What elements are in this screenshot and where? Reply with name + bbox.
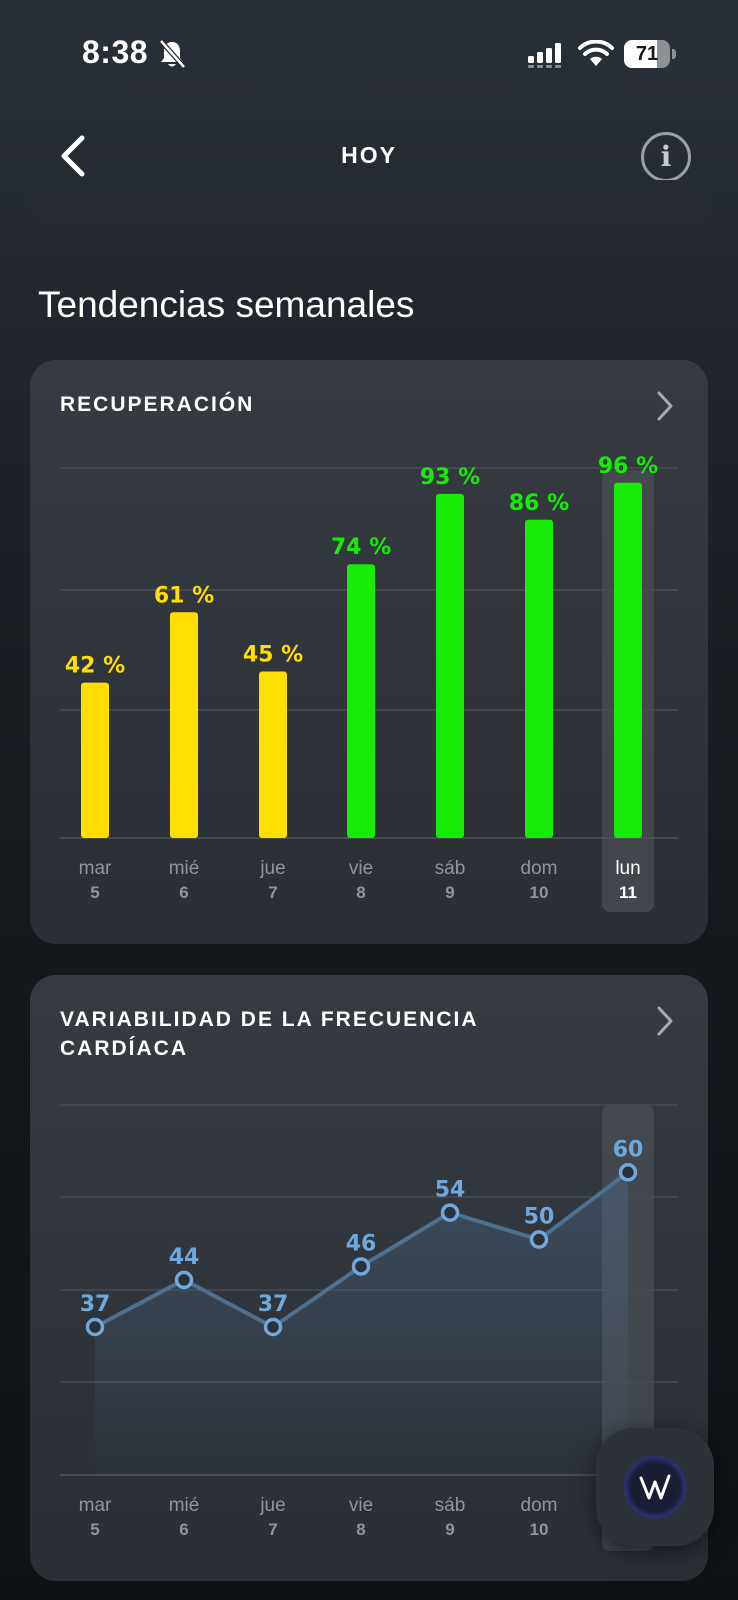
x-tick-day: lun xyxy=(615,858,640,879)
hrv-area-fill xyxy=(95,1172,628,1475)
x-tick-date: 7 xyxy=(268,1520,277,1539)
x-tick-day: dom xyxy=(521,1495,558,1516)
recovery-card[interactable]: RECUPERACIÓN 42 % mar 5 61 % mié 6 45 % jue 7 74 … xyxy=(30,360,708,944)
bar-value-label: 93 % xyxy=(420,465,480,490)
point-value-label: 44 xyxy=(169,1245,200,1270)
status-time: 8:38 xyxy=(82,34,149,70)
bar-value-label: 61 % xyxy=(154,583,214,608)
x-tick-day: mié xyxy=(169,858,200,879)
battery-indicator: 71 xyxy=(624,40,670,68)
x-tick-date: 9 xyxy=(445,883,454,902)
battery-tip xyxy=(672,49,676,59)
x-tick-date: 6 xyxy=(179,1520,188,1539)
x-tick-day: jue xyxy=(259,858,285,879)
x-tick-date: 7 xyxy=(268,883,277,902)
x-tick-day: sáb xyxy=(435,858,466,879)
point-value-label: 46 xyxy=(346,1231,377,1256)
point-value-label: 60 xyxy=(613,1137,644,1162)
hrv-point[interactable] xyxy=(529,1230,549,1249)
hrv-point[interactable] xyxy=(174,1270,194,1290)
bar-value-label: 86 % xyxy=(509,491,569,516)
coach-fab-button[interactable] xyxy=(596,1428,714,1546)
recovery-bar[interactable] xyxy=(525,519,553,838)
back-button[interactable] xyxy=(52,132,96,180)
bar-value-label: 45 % xyxy=(243,643,303,668)
recovery-card-title: RECUPERACIÓN xyxy=(60,393,255,416)
point-value-label: 37 xyxy=(80,1292,111,1317)
bar-value-label: 96 % xyxy=(598,454,658,479)
battery-percentage: 71 xyxy=(635,43,659,65)
x-tick-date: 5 xyxy=(90,1520,99,1539)
battery-level-fill xyxy=(624,40,657,68)
coach-orb xyxy=(624,1456,686,1518)
recovery-bar[interactable] xyxy=(170,612,198,838)
bell-muted-icon xyxy=(159,39,186,69)
point-value-label: 54 xyxy=(435,1178,466,1203)
x-tick-date: 10 xyxy=(530,1520,549,1539)
hrv-point[interactable] xyxy=(351,1257,371,1276)
bar-value-label: 42 % xyxy=(65,654,125,679)
section-title: Tendencias semanales xyxy=(38,284,415,325)
chevron-left-icon xyxy=(61,135,85,177)
info-button[interactable]: i xyxy=(641,132,691,182)
x-tick-day: mar xyxy=(79,858,112,879)
chevron-right-icon[interactable] xyxy=(652,1003,678,1039)
x-tick-day: jue xyxy=(259,1495,285,1516)
x-tick-date: 8 xyxy=(356,1520,365,1539)
recovery-bar-chart: 42 % mar 5 61 % mié 6 45 % jue 7 74 % vie 8 93 % sáb 9… xyxy=(60,454,678,912)
x-tick-date: 11 xyxy=(619,883,637,902)
previous-card-bottom xyxy=(30,180,708,224)
x-tick-day: mar xyxy=(79,1495,112,1516)
point-value-label: 37 xyxy=(258,1292,289,1317)
hrv-card-title: VARIABILIDAD DE LA FRECUENCIA CARDÍACA xyxy=(60,1008,478,1060)
recovery-bar[interactable] xyxy=(436,493,464,838)
hrv-point[interactable] xyxy=(263,1317,283,1337)
wifi-icon xyxy=(578,40,614,66)
x-tick-day: mié xyxy=(169,1495,200,1516)
whoop-logo-icon xyxy=(639,1474,671,1500)
hrv-point[interactable] xyxy=(440,1203,460,1222)
recovery-bar[interactable] xyxy=(259,671,287,839)
chevron-right-icon[interactable] xyxy=(652,388,678,424)
x-tick-day: sáb xyxy=(435,1495,466,1516)
bar-value-label: 74 % xyxy=(331,535,391,560)
info-icon: i xyxy=(660,140,672,173)
x-tick-date: 6 xyxy=(179,883,188,902)
hrv-point[interactable] xyxy=(85,1317,105,1337)
hrv-point[interactable] xyxy=(618,1163,638,1182)
recovery-bar[interactable] xyxy=(614,482,642,838)
recovery-bar[interactable] xyxy=(81,682,109,838)
x-tick-date: 8 xyxy=(356,883,365,902)
page-title: HOY xyxy=(341,142,397,168)
x-tick-day: vie xyxy=(349,1495,373,1516)
x-tick-date: 9 xyxy=(445,1520,454,1539)
cellular-signal-icon xyxy=(528,43,561,68)
x-tick-day: dom xyxy=(521,858,558,879)
x-tick-day: vie xyxy=(349,858,373,879)
x-tick-date: 5 xyxy=(90,883,99,902)
point-value-label: 50 xyxy=(524,1205,555,1230)
x-tick-date: 10 xyxy=(530,883,549,902)
recovery-bar[interactable] xyxy=(347,564,375,838)
